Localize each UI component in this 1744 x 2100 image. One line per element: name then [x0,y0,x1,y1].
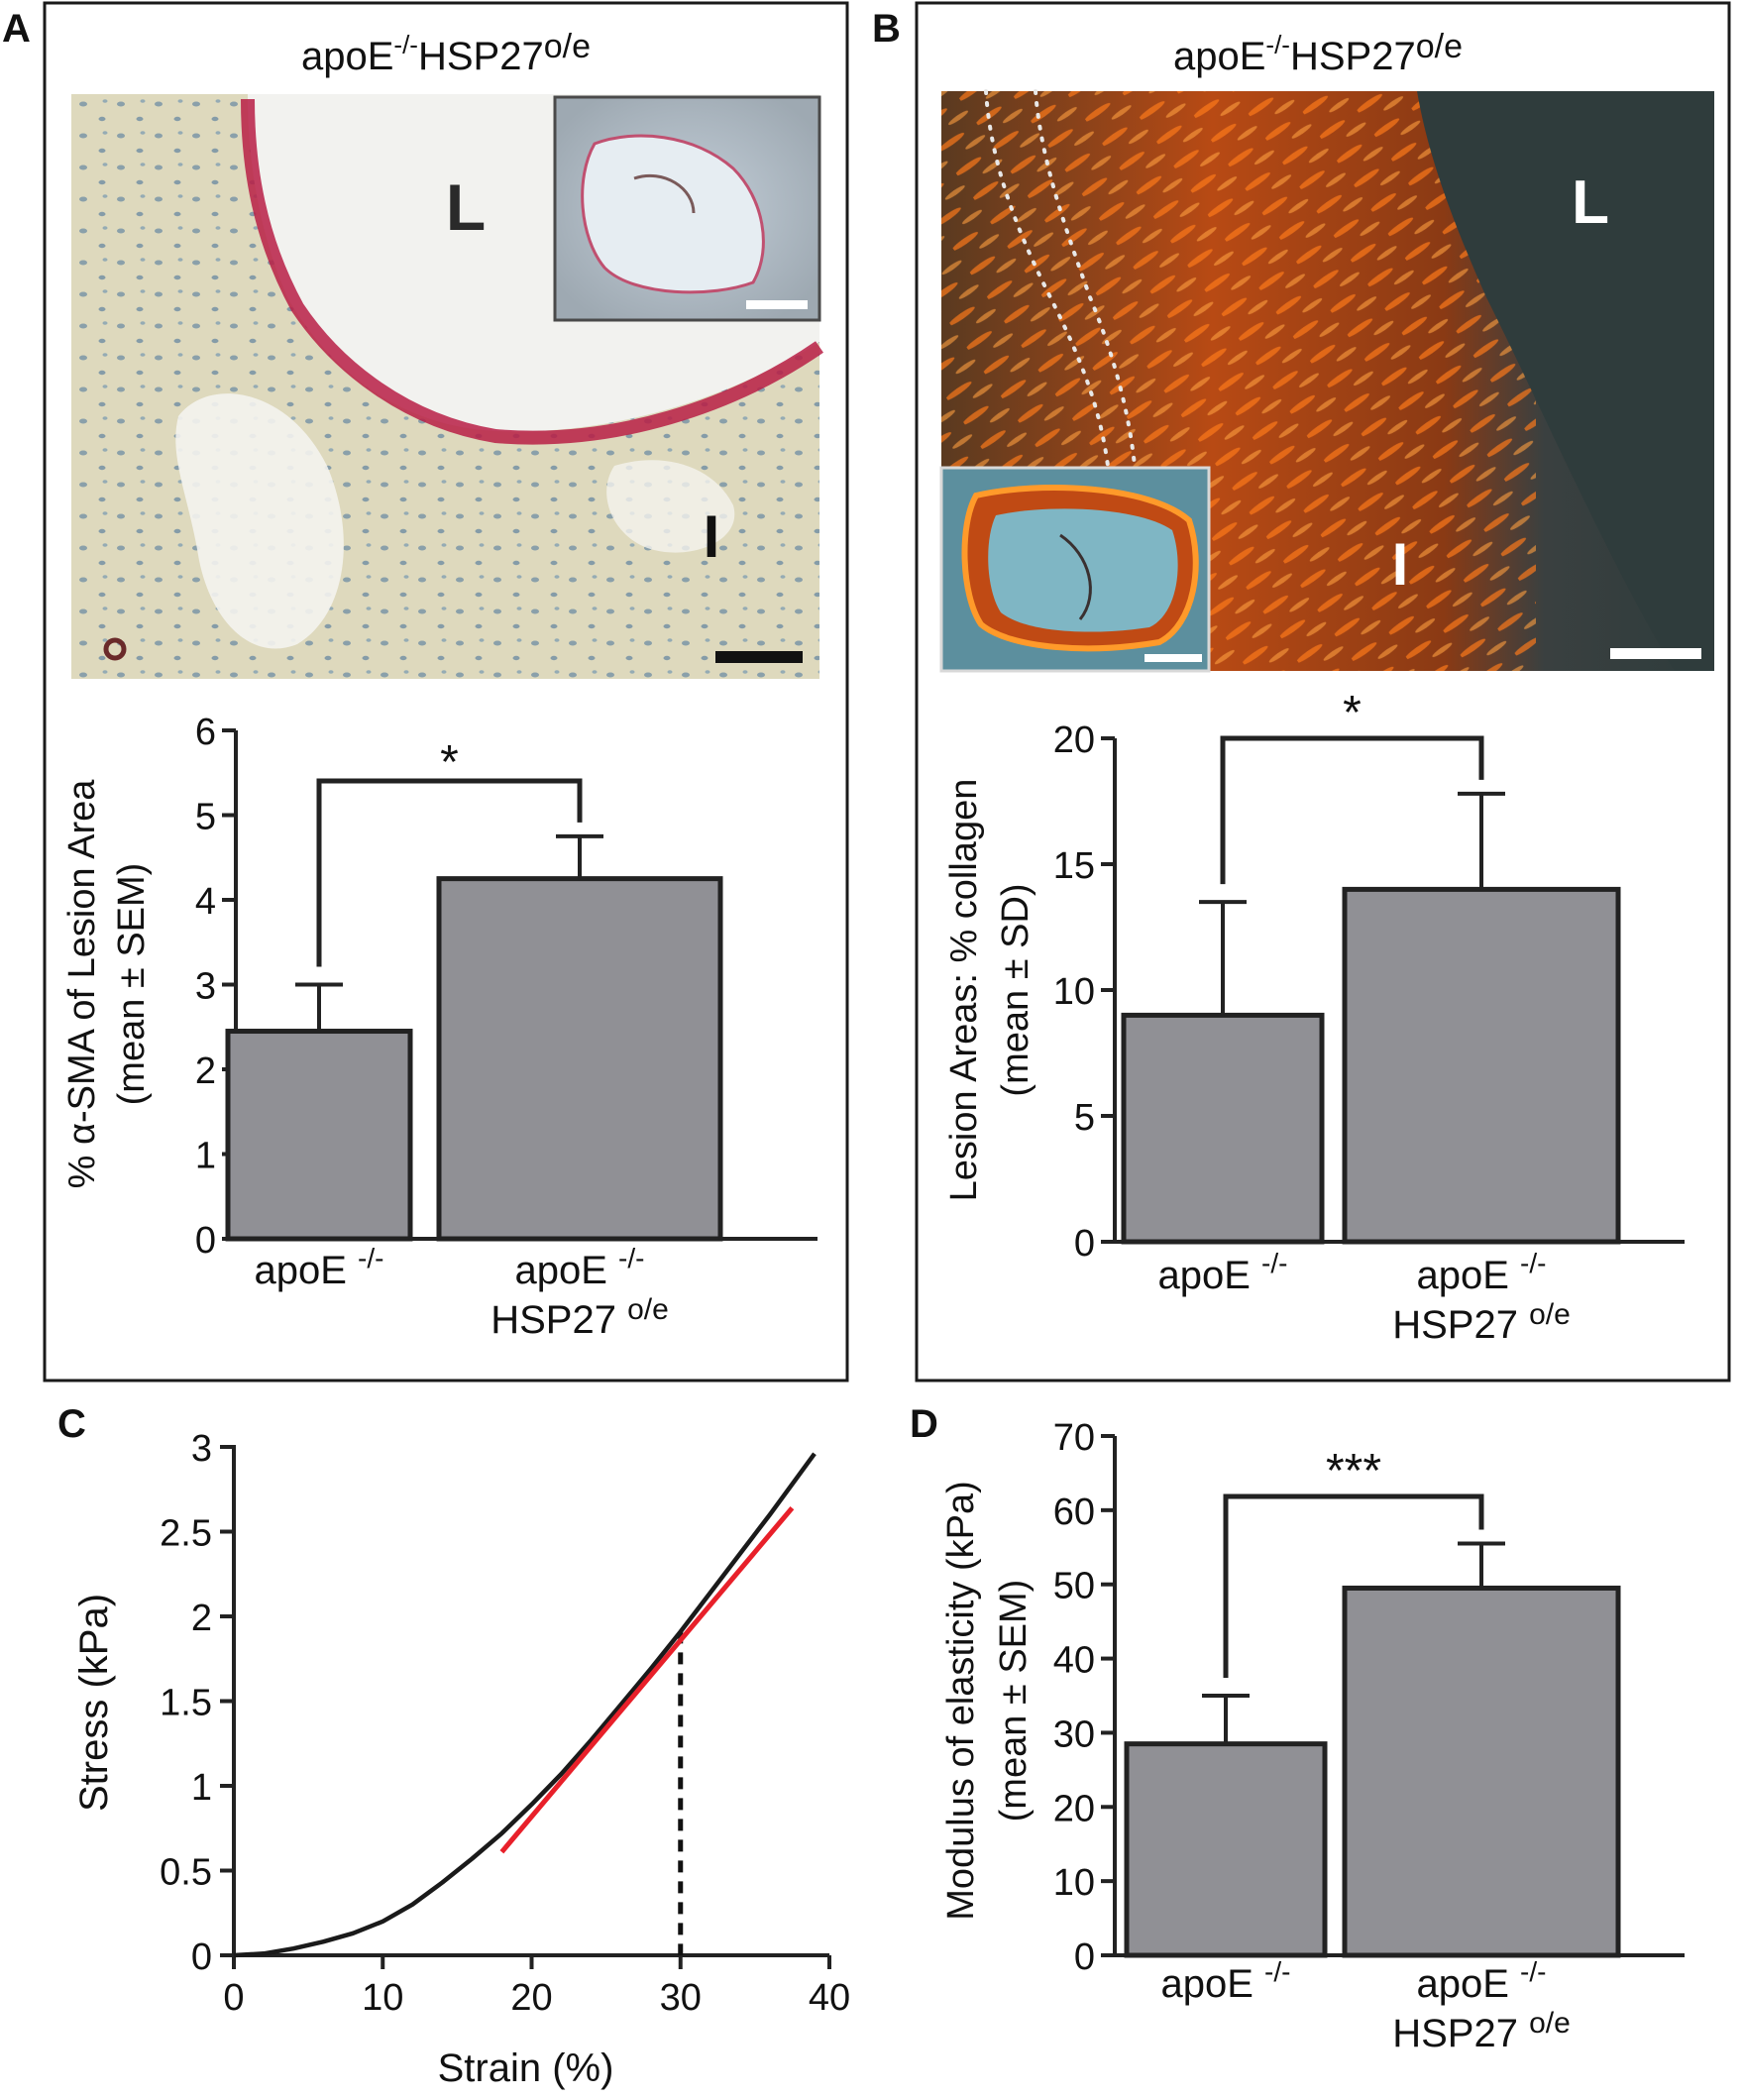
y-tick-label: 20 [1053,1788,1095,1829]
category-label: apoE -/- [1417,1956,1547,2006]
y-tick-label: 0.5 [160,1852,212,1894]
y-axis-label: Lesion Areas: % collagen [943,779,985,1202]
y-tick-label: 40 [1053,1640,1095,1682]
bar [1342,886,1621,1245]
y-tick-label: 1 [191,1767,212,1809]
category-label-line2: HSP27 o/e [490,1293,669,1342]
x-tick-label: 20 [510,1977,552,2019]
x-tick-label: 10 [362,1977,403,2019]
category-label: apoE -/- [515,1243,645,1292]
y-tick-label: 30 [1053,1713,1095,1755]
y-tick-label: 4 [195,881,216,923]
y-tick-label: 10 [1053,971,1095,1013]
significance-marker: * [440,736,459,789]
x-tick-label: 30 [660,1977,702,2019]
bar [1342,1585,1621,1958]
y-axis-label-secondary: (mean ± SEM) [111,863,153,1106]
y-tick-label: 60 [1053,1492,1095,1533]
y-tick-label: 6 [195,712,216,753]
y-tick-label: 2 [195,1050,216,1092]
category-label: apoE -/- [255,1243,384,1292]
category-label: apoE -/- [1417,1248,1547,1297]
y-tick-label: 5 [195,797,216,838]
panel-letter-c: C [57,1402,86,1446]
y-tick-label: 10 [1053,1862,1095,1904]
panel-letter-b: B [872,7,901,51]
bar [225,1029,413,1242]
y-axis-label-secondary: (mean ± SEM) [993,1580,1035,1823]
x-tick-label: 0 [223,1977,244,2019]
y-tick-label: 3 [191,1428,212,1470]
significance-bracket [316,778,583,967]
micrograph-a: L I [71,94,823,679]
panel-a-frame [43,1,849,1382]
y-tick-label: 0 [1074,1936,1095,1978]
bar [1121,1012,1325,1245]
y-tick-label: 0 [195,1220,216,1262]
x-axis-label: Strain (%) [438,2046,614,2090]
category-label-line2: HSP27 o/e [1392,1298,1571,1347]
y-tick-label: 3 [195,966,216,1008]
significance-bracket [1220,735,1484,885]
y-axis-label: Modulus of elasticity (kPa) [940,1481,982,1921]
micro-a-intima-label: I [704,503,720,570]
y-tick-label: 2 [191,1598,212,1639]
panel-b-title: apoE-/-HSP27o/e [1173,28,1463,78]
category-label: apoE -/- [1161,1956,1291,2006]
y-tick-label: 0 [1074,1223,1095,1265]
y-tick-label: 1 [195,1136,216,1177]
panel-letter-a: A [2,7,31,51]
y-tick-label: 20 [1053,719,1095,761]
x-tick-label: 40 [809,1977,850,2019]
y-tick-label: 0 [191,1936,212,1978]
y-tick-label: 50 [1053,1566,1095,1607]
y-tick-label: 2.5 [160,1513,212,1555]
y-tick-label: 1.5 [160,1683,212,1724]
micro-a-lumen-label: L [446,170,486,244]
y-axis-label-secondary: (mean ± SD) [995,883,1036,1096]
y-tick-label: 15 [1053,845,1095,887]
significance-bracket [1223,1493,1484,1678]
y-tick-label: 5 [1074,1097,1095,1139]
micrograph-b: L I [939,89,1714,673]
y-axis-label: % α-SMA of Lesion Area [61,779,103,1189]
y-axis-label: Stress (kPa) [72,1594,116,1812]
panel-b-frame [915,1,1731,1382]
panel-a-title: apoE-/-HSP27o/e [301,28,591,78]
bar [436,876,723,1242]
y-tick-label: 70 [1053,1417,1095,1459]
bar [1124,1741,1328,1958]
significance-marker: *** [1326,1445,1381,1497]
significance-marker: * [1343,687,1362,739]
category-label: apoE -/- [1158,1248,1288,1297]
category-label-line2: HSP27 o/e [1392,2007,1571,2055]
stress-strain-curve [233,1452,817,1958]
linear-fit-line [499,1505,795,1854]
micro-b-lumen-label: L [1572,168,1609,237]
micro-b-intima-label: I [1392,531,1409,598]
panel-letter-d: D [910,1402,938,1446]
